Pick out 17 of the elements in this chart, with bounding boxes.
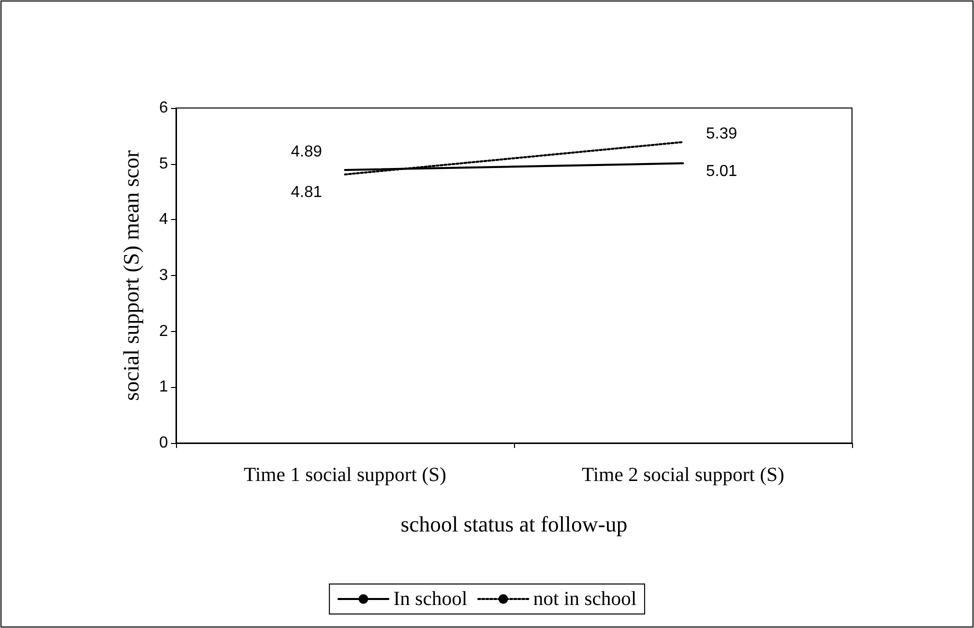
y-tick-label: 4 <box>159 211 168 228</box>
legend-label: not in school <box>533 588 638 610</box>
y-tick-label: 6 <box>159 100 168 116</box>
data-label: 5.01 <box>706 162 738 180</box>
x-tick-label: Time 1 social support (S) <box>244 464 446 486</box>
legend-label: In school <box>393 588 468 610</box>
data-label: 5.39 <box>706 126 738 143</box>
y-tick-label: 0 <box>159 434 168 452</box>
y-axis-title: social support (S) mean scor <box>118 150 144 401</box>
y-tick-label: 5 <box>159 155 168 172</box>
y-tick-label: 3 <box>159 267 168 284</box>
x-tick-label: Time 2 social support (S) <box>582 464 784 486</box>
y-tick-label: 1 <box>159 378 168 396</box>
y-tick-label: 2 <box>159 322 168 340</box>
data-label: 4.89 <box>290 143 322 160</box>
data-label: 4.81 <box>290 184 322 201</box>
x-axis-title: school status at follow-up <box>400 512 628 536</box>
